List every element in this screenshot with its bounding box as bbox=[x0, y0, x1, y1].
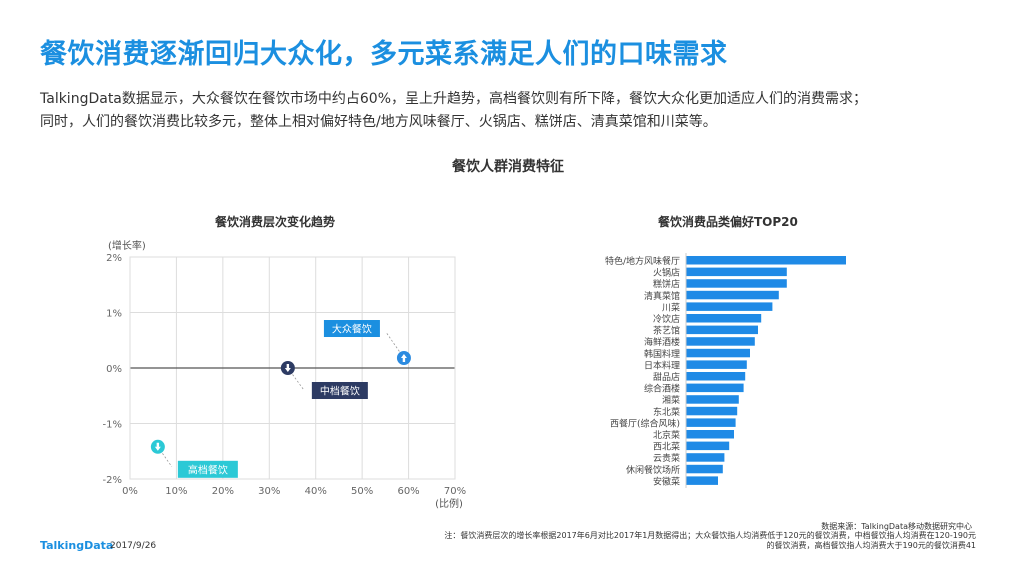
bar bbox=[686, 302, 773, 311]
data-label-box bbox=[311, 382, 368, 399]
category-label: 北京菜 bbox=[653, 429, 680, 441]
data-label: 高档餐饮 bbox=[188, 463, 228, 476]
y-axis-label: (增长率) bbox=[108, 239, 146, 252]
footnote-line: 注：餐饮消费层次的增长率根据2017年6月对比2017年1月数据得出；大众餐饮指… bbox=[444, 531, 976, 540]
scatter-chart: 0% 10% 20% 30% 40% 50% 60% 70% 2% 1% 0% -1% -2% (增长率)… bbox=[103, 239, 467, 510]
arrow-down-icon bbox=[154, 442, 161, 451]
footnote: 注：餐饮消费层次的增长率根据2017年6月对比2017年1月数据得出；大众餐饮指… bbox=[444, 531, 976, 551]
bar bbox=[686, 267, 787, 277]
category-label: 清真菜馆 bbox=[644, 290, 680, 302]
category-label: 韩国料理 bbox=[644, 348, 680, 360]
bar bbox=[686, 314, 762, 323]
category-label: 茶艺馆 bbox=[653, 325, 680, 337]
x-tick-label: 70% bbox=[444, 486, 466, 497]
scatter-chart-title: 餐饮消费层次变化趋势 bbox=[215, 215, 336, 229]
page-title: 餐饮消费逐渐回归大众化，多元菜系满足人们的口味需求 bbox=[40, 39, 728, 70]
y-tick-label: -2% bbox=[103, 475, 122, 486]
bar bbox=[686, 418, 736, 427]
category-label: 日本料理 bbox=[644, 359, 680, 371]
y-tick-label: 2% bbox=[106, 253, 122, 264]
bar bbox=[686, 464, 723, 474]
intro-line: TalkingData数据显示，大众餐饮在餐饮市场中约占60%，呈上升趋势，高档… bbox=[40, 91, 868, 107]
x-tick-label: 0% bbox=[122, 486, 138, 497]
data-label-box bbox=[323, 320, 380, 338]
bar bbox=[686, 337, 755, 346]
x-tick-label: 20% bbox=[212, 486, 234, 497]
category-label: 休闲餐饮场所 bbox=[626, 464, 680, 476]
bar bbox=[686, 348, 750, 358]
category-label: 糕饼店 bbox=[653, 278, 680, 290]
bar bbox=[686, 360, 747, 369]
footnote-line: 的餐饮消费，高档餐饮指人均消费大于190元的餐饮消费41 bbox=[766, 541, 976, 550]
category-label: 特色/地方风味餐厅 bbox=[605, 255, 680, 267]
plot-frame bbox=[129, 256, 456, 480]
category-label: 川菜 bbox=[662, 301, 680, 313]
bar bbox=[686, 406, 738, 416]
category-label: 火锅店 bbox=[653, 267, 680, 279]
y-tick-label: 1% bbox=[106, 309, 122, 320]
x-tick-label: 10% bbox=[165, 486, 187, 497]
bar-chart: 特色/地方风味餐厅火锅店糕饼店清真菜馆川菜冷饮店茶艺馆海鲜酒楼韩国料理日本料理甜… bbox=[605, 253, 846, 488]
x-tick-label: 50% bbox=[351, 486, 373, 497]
bar bbox=[686, 290, 779, 300]
bar bbox=[686, 453, 725, 462]
category-label: 湘菜 bbox=[662, 394, 680, 406]
footer-logo: TalkingData bbox=[40, 539, 114, 552]
bar bbox=[686, 383, 744, 393]
bar bbox=[686, 476, 718, 485]
intro-line: 同时，人们的餐饮消费比较多元，整体上相对偏好特色/地方风味餐厅、火锅店、糕饼店、… bbox=[40, 114, 717, 130]
x-tick-label: 40% bbox=[305, 486, 327, 497]
bar bbox=[686, 441, 730, 451]
x-tick-label: 60% bbox=[397, 486, 419, 497]
category-label: 甜品店 bbox=[653, 371, 680, 383]
bar bbox=[686, 372, 746, 381]
intro-text: TalkingData数据显示，大众餐饮在餐饮市场中约占60%，呈上升趋势，高档… bbox=[40, 88, 990, 134]
category-label: 云贵菜 bbox=[653, 452, 680, 464]
section-title: 餐饮人群消费特征 bbox=[452, 159, 564, 175]
category-label: 冷饮店 bbox=[653, 313, 680, 325]
x-tick-label: 30% bbox=[258, 486, 280, 497]
category-label: 东北菜 bbox=[653, 406, 680, 418]
category-label: 综合酒楼 bbox=[644, 383, 680, 395]
category-label: 海鲜酒楼 bbox=[644, 336, 680, 348]
bar bbox=[686, 256, 846, 265]
x-axis-label: (比例) bbox=[435, 497, 463, 510]
category-label: 安徽菜 bbox=[653, 475, 680, 487]
arrow-down-icon bbox=[284, 364, 291, 372]
bar bbox=[686, 430, 734, 439]
data-label: 中档餐饮 bbox=[320, 385, 360, 398]
category-label: 西餐厅(综合风味) bbox=[610, 417, 680, 429]
category-label: 西北菜 bbox=[653, 441, 680, 453]
y-tick-label: 0% bbox=[106, 364, 122, 375]
data-label-box bbox=[177, 460, 238, 478]
arrow-up-icon bbox=[400, 354, 407, 363]
footer-date: 2017/9/26 bbox=[110, 541, 157, 551]
data-label: 大众餐饮 bbox=[332, 323, 372, 336]
bar-chart-title: 餐饮消费品类偏好TOP20 bbox=[658, 215, 798, 229]
bar bbox=[686, 395, 739, 404]
bar bbox=[686, 325, 758, 335]
data-source: 数据来源：TalkingData移动数据研究中心 bbox=[821, 522, 972, 531]
bar bbox=[686, 279, 787, 288]
y-tick-label: -1% bbox=[103, 420, 122, 431]
